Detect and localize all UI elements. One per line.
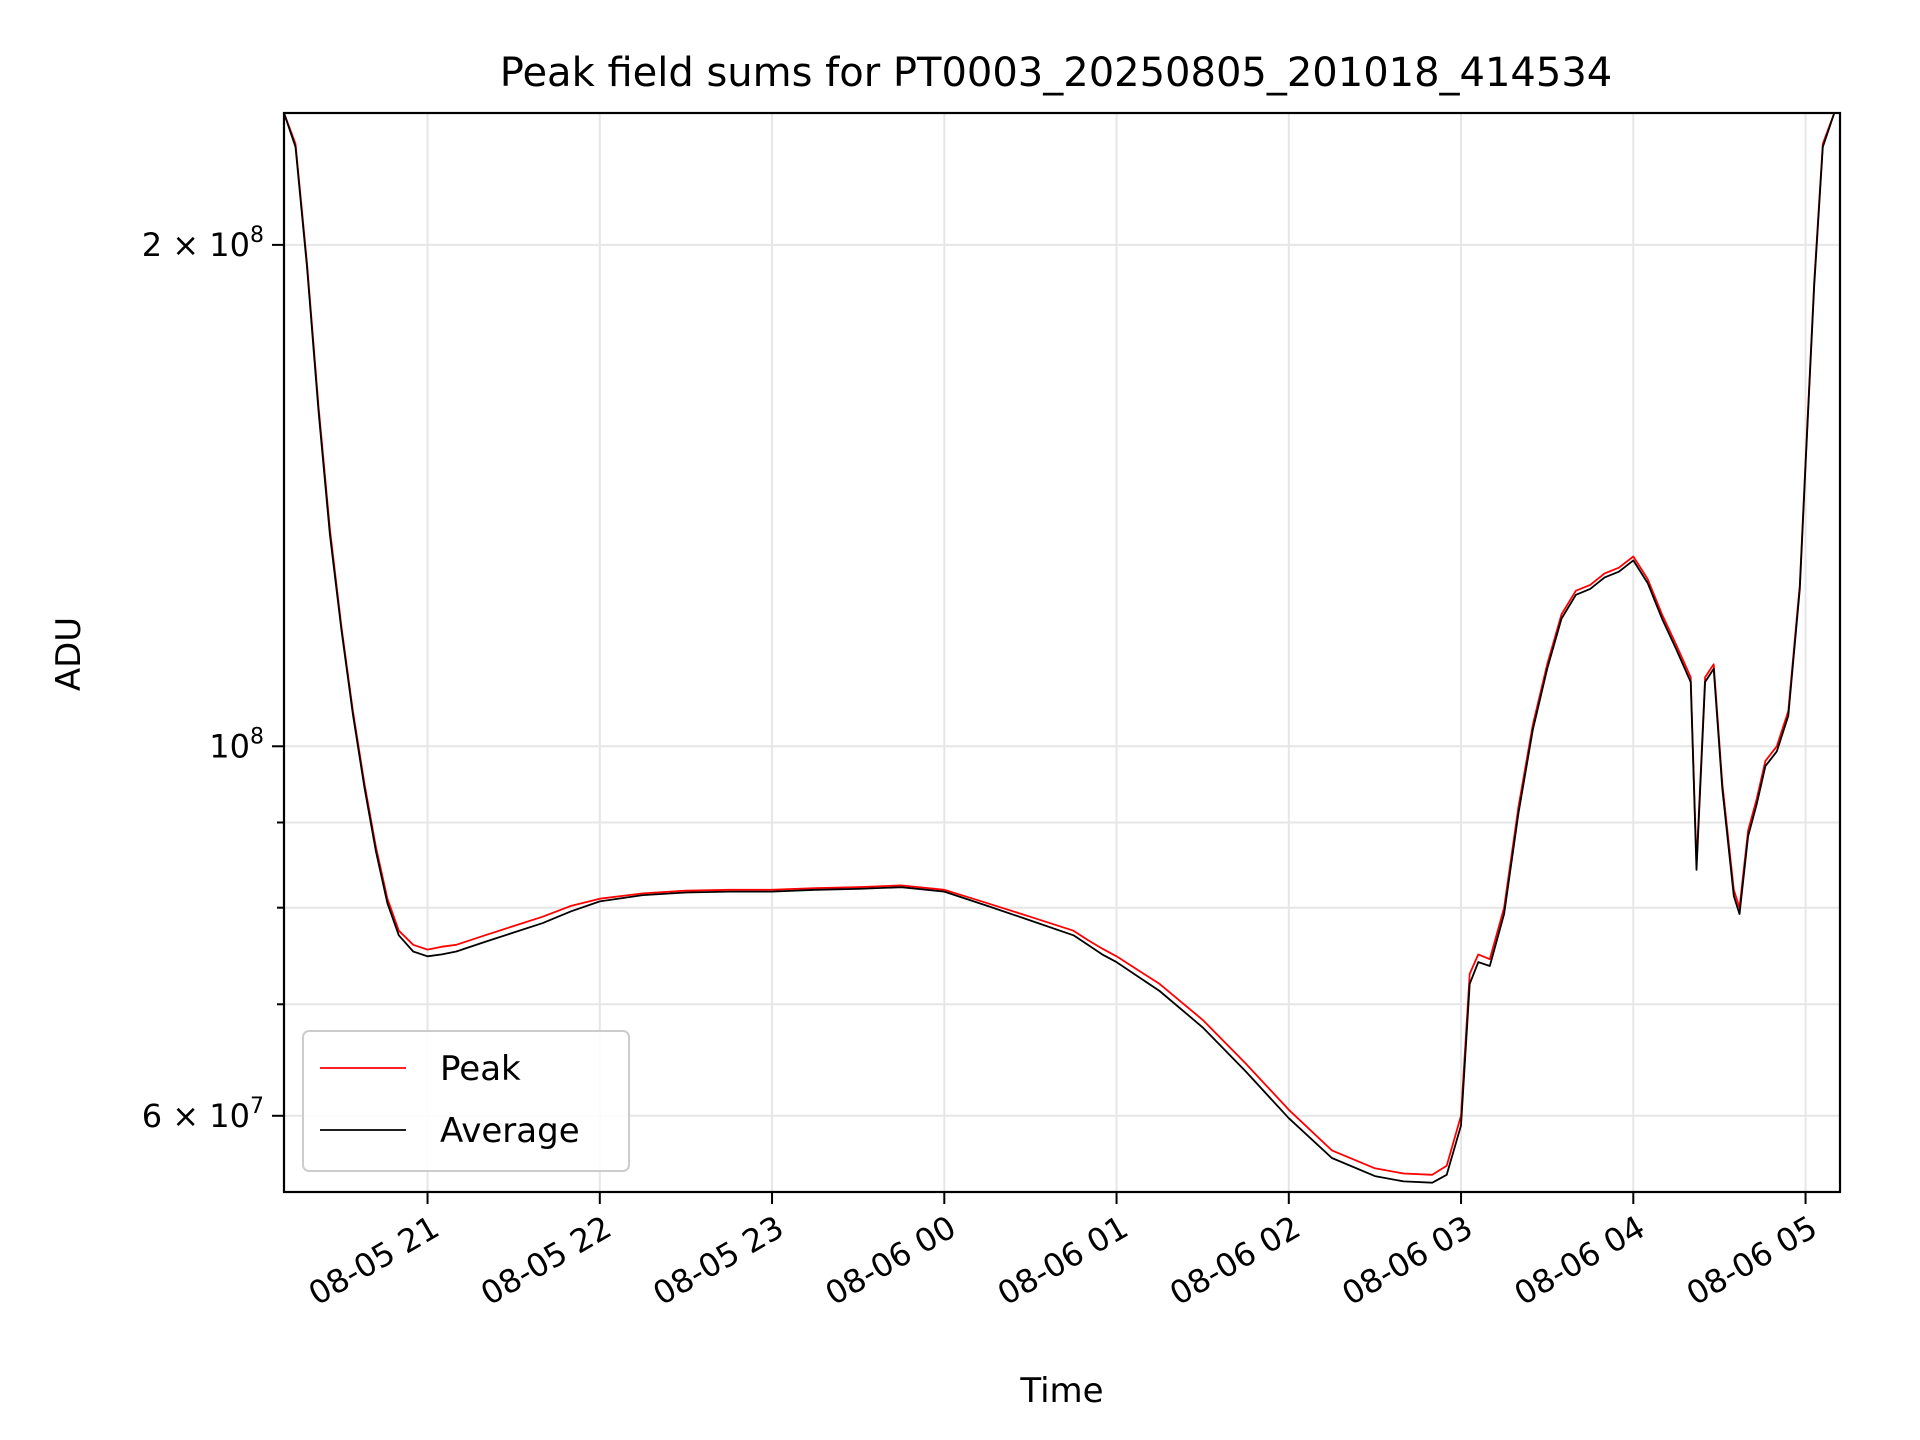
x-tick-label: 08-05 21 bbox=[302, 1208, 446, 1313]
grid bbox=[284, 113, 1840, 1192]
series-line-peak bbox=[284, 113, 1836, 1176]
x-tick-label: 08-05 23 bbox=[646, 1208, 790, 1313]
y-tick-exponent: 8 bbox=[250, 724, 264, 749]
y-tick-mantissa: 2 × 10 bbox=[142, 226, 250, 264]
legend: Peak Average bbox=[302, 1030, 630, 1172]
legend-box bbox=[302, 1030, 630, 1172]
y-tick-label: 108 bbox=[209, 724, 264, 765]
y-tick-label: 6 × 107 bbox=[142, 1094, 264, 1135]
x-tick-label: 08-06 00 bbox=[819, 1208, 963, 1313]
x-tick-label: 08-06 02 bbox=[1163, 1208, 1307, 1313]
y-tick-base: 10 bbox=[209, 727, 250, 765]
y-tick-exponent: 7 bbox=[250, 1094, 264, 1119]
legend-label-peak: Peak bbox=[440, 1049, 521, 1089]
x-tick-label: 08-06 01 bbox=[991, 1208, 1135, 1313]
y-tick-label: 2 × 108 bbox=[142, 223, 264, 264]
x-tick-label: 08-05 22 bbox=[474, 1208, 618, 1313]
series-layer bbox=[284, 113, 1836, 1184]
x-tick-label: 08-06 04 bbox=[1508, 1208, 1652, 1313]
y-tick-exponent: 8 bbox=[250, 223, 264, 248]
legend-label-average: Average bbox=[440, 1111, 580, 1151]
y-axis-label: ADU bbox=[49, 617, 89, 691]
chart-title: Peak field sums for PT0003_20250805_2010… bbox=[500, 50, 1612, 96]
x-axis: 08-05 21 08-05 22 08-05 23 08-06 00 08-06 01… bbox=[302, 1192, 1824, 1313]
series-line-average bbox=[284, 113, 1836, 1184]
x-tick-label: 08-06 03 bbox=[1335, 1208, 1479, 1313]
x-axis-label: Time bbox=[1019, 1371, 1103, 1411]
y-tick-mantissa: 6 × 10 bbox=[142, 1097, 250, 1135]
plot-frame bbox=[282, 111, 1842, 1194]
x-tick-label: 08-06 05 bbox=[1680, 1208, 1824, 1313]
